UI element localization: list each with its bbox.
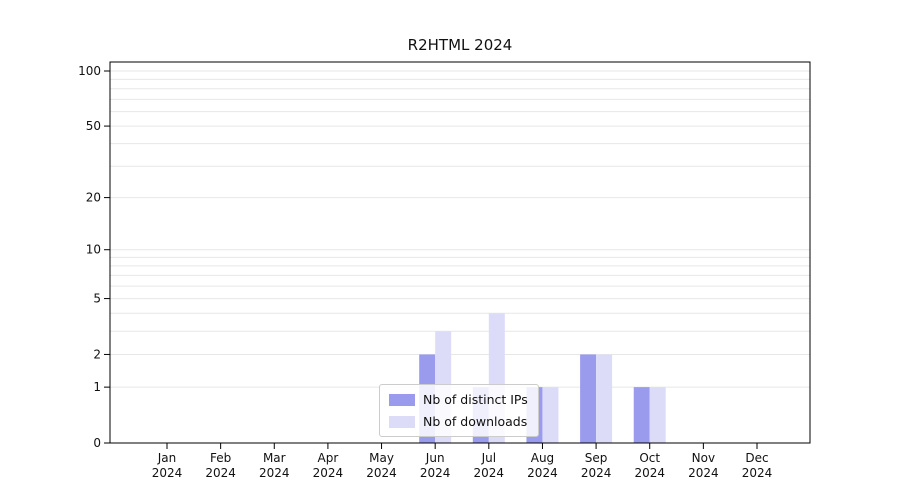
x-tick-label-month: Apr [318, 451, 339, 465]
legend: Nb of distinct IPs Nb of downloads [379, 384, 539, 437]
x-tick-label-year: 2024 [313, 466, 344, 480]
legend-item-distinct-ips: Nb of distinct IPs [389, 392, 528, 407]
plot-frame [109, 61, 811, 444]
y-tick-label: 10 [86, 243, 101, 257]
legend-item-downloads: Nb of downloads [389, 414, 528, 429]
y-tick-label: 100 [78, 64, 101, 78]
y-tick-label: 0 [93, 436, 101, 450]
y-tick-label: 20 [86, 191, 101, 205]
x-tick-label-year: 2024 [259, 466, 290, 480]
x-tick-label-month: Sep [585, 451, 608, 465]
x-tick-label-year: 2024 [420, 466, 451, 480]
legend-swatch-downloads-icon [389, 415, 415, 428]
bar-distinct-ips [580, 354, 597, 443]
x-tick-label-month: Nov [692, 451, 715, 465]
legend-label-downloads: Nb of downloads [423, 414, 528, 429]
x-tick-label-month: Jul [481, 451, 496, 465]
x-tick-label-month: Aug [531, 451, 554, 465]
x-tick-label-year: 2024 [474, 466, 505, 480]
x-tick-label-month: Mar [263, 451, 286, 465]
x-tick-label-month: Oct [639, 451, 660, 465]
x-tick-label-year: 2024 [366, 466, 397, 480]
bar-distinct-ips [633, 387, 650, 443]
x-tick-label-month: Jun [425, 451, 445, 465]
x-tick-label-year: 2024 [152, 466, 183, 480]
x-tick-label-year: 2024 [634, 466, 665, 480]
x-tick-label-year: 2024 [742, 466, 773, 480]
x-tick-label-year: 2024 [581, 466, 612, 480]
x-tick-label-year: 2024 [205, 466, 236, 480]
x-tick-label-month: Feb [210, 451, 231, 465]
legend-swatch-distinct-ips-icon [389, 393, 415, 406]
x-tick-label-year: 2024 [527, 466, 558, 480]
x-tick-label-month: Jan [157, 451, 177, 465]
x-tick-label-year: 2024 [688, 466, 719, 480]
y-tick-label: 1 [93, 380, 101, 394]
y-tick-label: 50 [86, 119, 101, 133]
y-tick-label: 2 [93, 347, 101, 361]
x-tick-label-month: May [369, 451, 394, 465]
bar-downloads [596, 354, 613, 443]
y-tick-label: 5 [93, 292, 101, 306]
bar-downloads [542, 387, 559, 443]
bar-downloads [649, 387, 666, 443]
chart-title: R2HTML 2024 [407, 36, 513, 54]
x-tick-label-month: Dec [745, 451, 768, 465]
legend-label-distinct-ips: Nb of distinct IPs [423, 392, 528, 407]
